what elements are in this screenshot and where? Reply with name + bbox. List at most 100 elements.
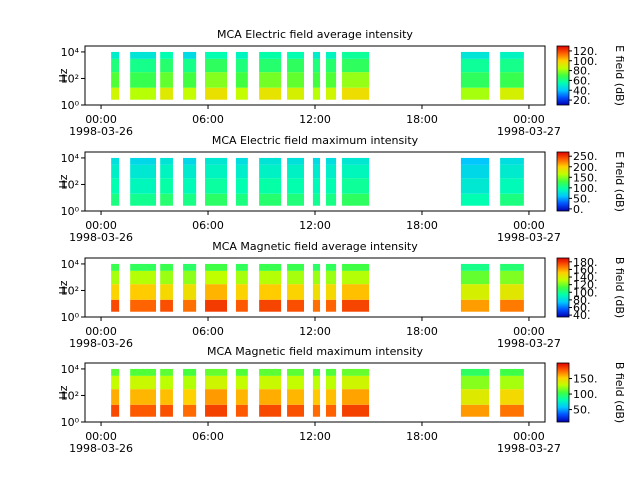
spectrogram-cell	[205, 389, 228, 405]
spectrogram-cell	[183, 368, 197, 376]
colorbar-label: E field (dB)	[613, 151, 626, 212]
spectrogram-cell	[205, 368, 228, 376]
colorbar-tick-label: 80.	[573, 65, 591, 78]
spectrogram-cell	[130, 270, 157, 285]
spectrogram-cell	[259, 299, 282, 312]
x-tick-label: 18:00	[406, 325, 438, 338]
spectrogram-cell	[183, 157, 197, 165]
spectrogram-cell	[325, 157, 337, 165]
colorbar-tick-label: 120.	[573, 279, 598, 292]
spectrogram-cell	[287, 87, 305, 100]
spectrogram-cell	[259, 389, 282, 405]
spectrogram-cell	[259, 72, 282, 88]
spectrogram-cell	[460, 299, 490, 312]
spectrogram-cell	[111, 164, 120, 179]
spectrogram-cell	[111, 157, 120, 165]
spectrogram-cell	[500, 51, 524, 59]
x-tick-date: 1998-03-26	[69, 442, 133, 455]
spectrogram-cell	[500, 87, 524, 100]
spectrogram-cell	[342, 87, 370, 100]
x-tick-label: 12:00	[299, 430, 331, 443]
spectrogram-cell	[183, 263, 197, 271]
spectrogram-cell	[111, 87, 120, 100]
spectrogram-cell	[235, 164, 248, 179]
spectrogram-cell	[235, 375, 248, 390]
x-tick-date: 1998-03-27	[497, 231, 561, 244]
spectrogram-cell	[460, 270, 490, 285]
colorbar	[556, 45, 570, 106]
spectrogram-cell	[325, 263, 337, 271]
colorbar-tick-label: 50.	[573, 192, 591, 205]
spectrogram-cell	[259, 284, 282, 300]
y-tick-label: 10⁴	[61, 363, 80, 376]
colorbar	[556, 362, 570, 423]
spectrogram-cell	[235, 284, 248, 300]
spectrogram-cell	[160, 404, 173, 417]
colorbar-tick-label: 160.	[573, 263, 598, 276]
spectrogram-cell	[183, 51, 197, 59]
y-tick-label: 10⁴	[61, 258, 80, 271]
spectrogram-cell	[287, 263, 305, 271]
spectrogram-cell	[312, 193, 321, 206]
colorbar-tick-label: 80.	[573, 294, 591, 307]
y-axis-label: Hz	[57, 280, 70, 294]
spectrogram-cell	[325, 87, 337, 100]
spectrogram-cell	[130, 193, 157, 206]
spectrogram-cell	[160, 193, 173, 206]
spectrogram-cell	[342, 368, 370, 376]
spectrogram-cell	[160, 51, 173, 59]
spectrogram-cell	[325, 270, 337, 285]
spectrogram-cell	[130, 263, 157, 271]
spectrogram-cell	[259, 375, 282, 390]
spectrogram-cell	[183, 72, 197, 88]
spectrogram-cell	[460, 368, 490, 376]
spectrogram-cell	[460, 157, 490, 165]
colorbar-label: E field (dB)	[613, 45, 626, 106]
spectrogram-cell	[130, 58, 157, 73]
x-tick-date: 1998-03-26	[69, 231, 133, 244]
spectrogram-cell	[287, 368, 305, 376]
spectrogram-cell	[460, 284, 490, 300]
x-tick-date: 1998-03-26	[69, 337, 133, 350]
x-tick-label: 12:00	[299, 325, 331, 338]
spectrogram-cell	[235, 193, 248, 206]
spectrogram-cell	[342, 164, 370, 179]
x-tick-label: 12:00	[299, 113, 331, 126]
x-tick-label: 18:00	[406, 113, 438, 126]
spectrogram-cell	[130, 299, 157, 312]
spectrogram-cell	[111, 178, 120, 194]
spectrogram-cell	[130, 164, 157, 179]
spectrogram-cell	[259, 404, 282, 417]
spectrogram-cell	[312, 404, 321, 417]
y-tick-label: 10⁰	[61, 205, 80, 218]
spectrogram-cell	[259, 51, 282, 59]
spectrogram-cell	[259, 87, 282, 100]
panel-title: MCA Magnetic field maximum intensity	[207, 345, 423, 358]
x-tick-date: 1998-03-27	[497, 337, 561, 350]
y-tick-label: 10²	[61, 72, 79, 85]
spectrogram-cell	[287, 284, 305, 300]
spectrogram-cell	[130, 404, 157, 417]
y-tick-label: 10²	[61, 389, 79, 402]
spectrogram-cell	[111, 368, 120, 376]
y-tick-label: 10⁰	[61, 416, 80, 429]
x-tick-label: 00:00	[513, 325, 545, 338]
spectrogram-cell	[342, 270, 370, 285]
y-tick-label: 10⁴	[61, 152, 80, 165]
spectrogram-cell	[235, 58, 248, 73]
spectrogram-cell	[312, 263, 321, 271]
spectrogram-cell	[160, 284, 173, 300]
spectrogram-cell	[205, 375, 228, 390]
spectrogram-cell	[160, 263, 173, 271]
spectrogram-cell	[235, 368, 248, 376]
spectrogram-cell	[460, 389, 490, 405]
spectrogram-cell	[500, 368, 524, 376]
x-tick-label: 18:00	[406, 430, 438, 443]
x-tick-label: 00:00	[513, 113, 545, 126]
spectrogram-cell	[183, 299, 197, 312]
colorbar	[556, 151, 570, 212]
panel-title: MCA Electric field maximum intensity	[212, 134, 419, 147]
spectrogram-cell	[460, 58, 490, 73]
y-tick-label: 10²	[61, 178, 79, 191]
colorbar-tick-label: 150.	[573, 171, 598, 184]
